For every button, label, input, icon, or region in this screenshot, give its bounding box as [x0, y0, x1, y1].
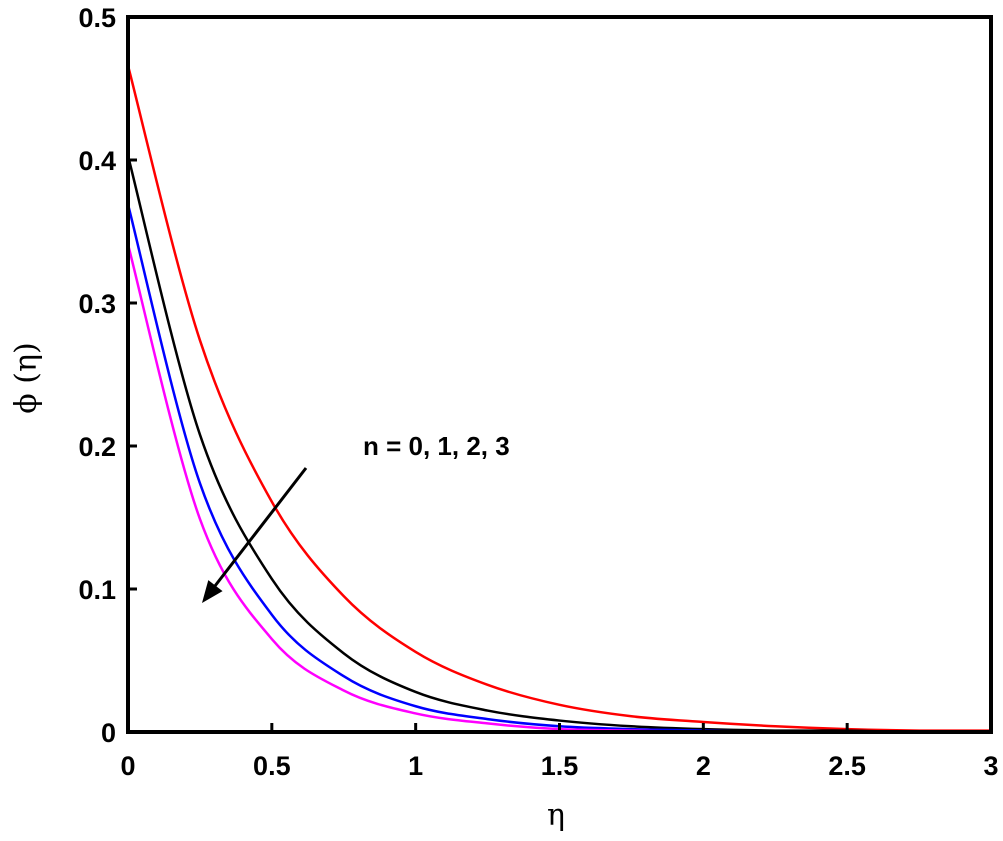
y-tick-label: 0.3	[78, 289, 116, 319]
x-tick-label: 0	[120, 751, 135, 781]
x-tick-label: 3	[983, 751, 998, 781]
x-tick-label: 2	[696, 751, 711, 781]
y-axis-ticks: 0 0.1 0.2 0.3 0.4 0.5	[78, 3, 137, 748]
x-tick-label: 2.5	[828, 751, 866, 781]
y-tick-label: 0.5	[78, 3, 116, 33]
y-tick-label: 0.1	[78, 575, 116, 605]
y-tick-label: 0.4	[78, 146, 116, 176]
x-tick-label: 1.5	[541, 751, 579, 781]
x-tick-label: 0.5	[253, 751, 291, 781]
curve-n-3	[126, 244, 991, 734]
annotation-label: n = 0, 1, 2, 3	[363, 431, 510, 461]
y-tick-label: 0	[101, 718, 116, 748]
plot-area-frame	[126, 15, 993, 734]
annotation-arrow	[202, 467, 308, 603]
curve-n-2	[126, 204, 991, 734]
data-curves	[126, 65, 992, 734]
y-tick-label: 0.2	[78, 432, 116, 462]
y-axis-label: ϕ (η)	[9, 342, 44, 413]
curve-n-1	[126, 155, 992, 734]
x-axis-label: η	[547, 798, 565, 833]
x-tick-label: 1	[408, 751, 423, 781]
curve-n-0	[126, 65, 992, 732]
x-axis-ticks: 0 0.5 1 1.5 2 2.5 3	[120, 723, 999, 781]
